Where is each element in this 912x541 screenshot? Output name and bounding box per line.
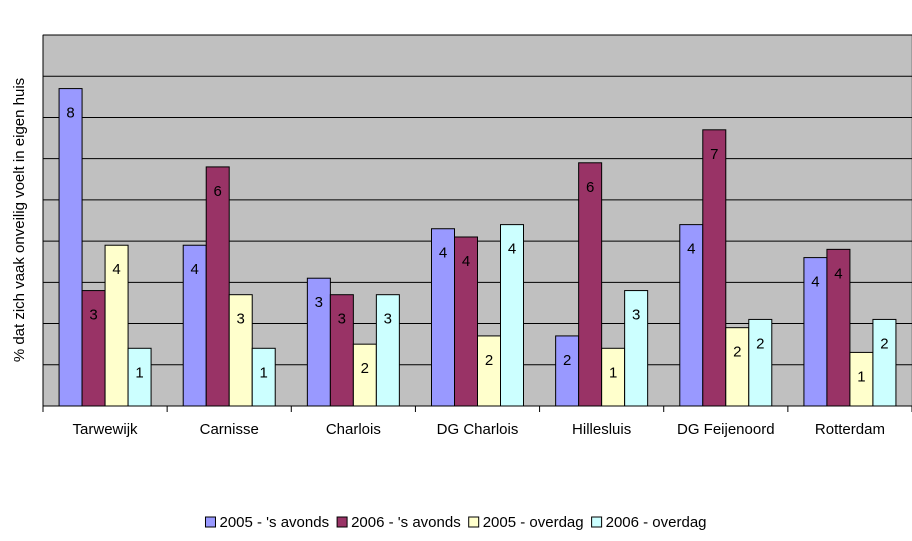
legend-label: 2005 - overdag — [483, 514, 584, 531]
x-tick-label: Rotterdam — [814, 421, 885, 438]
x-tick-label: Hillesluis — [572, 421, 632, 438]
x-tick-label: Carnisse — [199, 421, 259, 438]
data-label: 3 — [632, 307, 640, 324]
data-label: 2 — [756, 335, 764, 352]
bar — [826, 248, 851, 407]
bar — [725, 327, 750, 407]
bar — [251, 347, 276, 407]
legend-label: 2006 - overdag — [606, 514, 707, 531]
data-label: 4 — [439, 245, 447, 262]
y-axis-label: % dat zich vaak onveilig voelt in eigen … — [11, 78, 28, 362]
x-tick-label: DG Charlois — [436, 421, 519, 438]
legend: 2005 - 's avonds 2006 - 's avonds 2005 - o… — [204, 514, 707, 531]
data-label: 4 — [687, 241, 695, 258]
data-label: 1 — [135, 364, 143, 381]
data-label: 4 — [834, 265, 842, 282]
data-label: 2 — [563, 352, 571, 369]
data-label: 7 — [710, 146, 718, 163]
data-label: 1 — [609, 364, 617, 381]
bar — [748, 318, 773, 407]
x-tick-label: Charlois — [325, 421, 381, 438]
bar — [127, 347, 152, 407]
bar — [205, 166, 230, 407]
data-label: 3 — [338, 311, 346, 328]
data-label: 4 — [462, 253, 470, 270]
data-label: 3 — [237, 311, 245, 328]
data-label: 2 — [485, 352, 493, 369]
data-label: 3 — [315, 294, 323, 311]
bar — [702, 129, 727, 407]
bar — [500, 224, 524, 407]
legend-swatch — [591, 516, 603, 528]
data-label: 1 — [260, 364, 268, 381]
legend-swatch — [468, 516, 480, 528]
bar — [555, 335, 580, 407]
data-label: 3 — [89, 307, 97, 324]
bar — [454, 236, 478, 407]
data-label: 8 — [66, 105, 74, 122]
x-tick-label: DG Feijenoord — [677, 421, 775, 438]
bar — [477, 335, 501, 407]
data-label: 2 — [361, 360, 369, 377]
legend-label: 2005 - 's avonds — [219, 514, 329, 531]
data-label: 1 — [857, 368, 865, 385]
data-label: 4 — [508, 241, 516, 258]
legend-swatch — [336, 516, 348, 528]
data-label: 4 — [112, 261, 120, 278]
bar — [58, 88, 83, 407]
legend-swatch — [204, 516, 216, 528]
bar — [375, 294, 400, 407]
data-label: 3 — [384, 311, 392, 328]
bar — [624, 290, 649, 407]
legend-label: 2006 - 's avonds — [351, 514, 461, 531]
data-label: 6 — [214, 183, 222, 200]
bar — [872, 318, 897, 407]
bar — [578, 162, 603, 407]
x-tick-label: Tarwewijk — [72, 421, 138, 438]
data-label: 4 — [811, 274, 819, 291]
data-label: 6 — [586, 179, 594, 196]
data-label: 2 — [733, 344, 741, 361]
data-label: 4 — [191, 261, 199, 278]
bar — [104, 244, 129, 407]
data-label: 2 — [880, 335, 888, 352]
